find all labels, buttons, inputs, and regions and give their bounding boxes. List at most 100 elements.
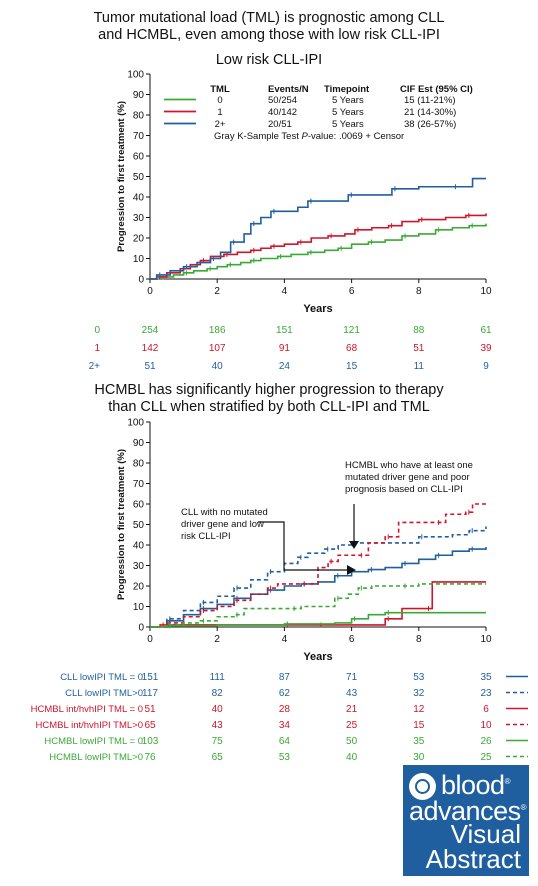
chart2-risk-value: 65 [212,752,224,763]
chart2-y-tick-label: 0 [138,623,144,634]
chart1-legend-tml: 2+ [215,119,226,130]
chart2-risk-label: CLL lowIPI TML>0 [65,688,143,699]
chart1-y-tick-label: 80 [133,111,145,122]
chart2-risk-value: 87 [279,672,291,683]
chart1-x-tick-label: 8 [416,286,422,297]
chart2-risk-value: 82 [212,688,224,699]
chart2-risk-value: 62 [279,688,291,699]
chart2-risk-label: HCMBL lowIPI TML>0 [49,752,143,763]
chart2-series-line-2 [150,526,487,628]
chart1-legend-tml: 1 [217,107,222,118]
chart1-legend-cif: 38 (26-57%) [404,119,456,130]
chart1-legend-events: 50/254 [268,95,297,106]
chart1-y-tick-label: 20 [133,234,145,245]
chart1-legend-timepoint: 5 Years [332,119,364,130]
chart2-y-tick-label: 50 [133,520,145,531]
chart1-series-line-2 [150,213,487,280]
chart2-x-tick-label: 0 [147,634,153,645]
chart2-risk-value: 15 [413,720,425,731]
chart2-x-axis-label: Years [303,651,332,663]
chart1-risk-value: 15 [346,361,358,372]
chart2-risk-label: HCMBL int/hvhIPI TML = 0 [31,704,143,715]
bottom-title-line2: than CLL when stratified by both CLL-IPI… [108,399,430,415]
chart2-y-tick-label: 60 [133,500,145,511]
chart2-series-line-4 [150,501,487,628]
chart1-risk-value: 107 [209,343,226,354]
chart2-risk-value: 43 [212,720,224,731]
chart1-x-tick-label: 6 [349,286,355,297]
top-title-line1: Tumor mutational load (TML) is prognosti… [93,10,445,26]
chart2-y-tick-label: 100 [127,418,144,429]
chart2-risk-value: 103 [142,736,159,747]
blood-advances-logo: blood® advances® Visual Abstract [403,765,529,876]
chart2-risk-label: CLL lowIPI TML = 0 [60,672,143,683]
logo-word-blood: blood® [441,770,511,800]
chart2-risk-value: 71 [346,672,358,683]
chart1-risk-value: 9 [483,361,489,372]
chart2-arrowhead-hcmbl [349,541,359,549]
chart1-risk-value: 39 [480,343,492,354]
chart2-series-line-5 [150,611,486,628]
chart1-risk-value: 151 [276,325,293,336]
chart1-y-tick-label: 90 [133,90,145,101]
chart1-series-line-3 [150,177,486,280]
chart1-y-axis-label: Progression to first treatment (%) [116,101,127,252]
chart2-risk-value: 25 [346,720,358,731]
chart2-x-tick-label: 6 [349,634,355,645]
chart1-risk-value: 254 [142,325,159,336]
chart2-risk-value: 30 [413,752,425,763]
chart1-risk-value: 11 [414,361,425,372]
chart2-annotation-hcmbl: prognosis based on CLL-IPI [345,484,463,495]
chart1-y-tick-label: 50 [133,172,145,183]
chart1-risk-value: 40 [212,361,224,372]
chart1-test-text: Gray K-Sample Test P-value: .0069 + Cens… [214,131,404,142]
logo-word-advances: advances® [409,796,527,826]
chart1-title: Low risk CLL-IPI [215,52,323,68]
chart1-legend-header: Timepoint [324,84,370,95]
chart1-risk-label: 0 [94,325,100,336]
chart2-risk-value: 51 [144,704,156,715]
chart2-annotation-cll: driver gene and low [181,519,264,530]
chart2-series-line-6 [150,583,486,628]
chart1-legend-header: TML [210,84,230,95]
chart1-risk-label: 2+ [89,361,101,372]
logo-word-abstract: Abstract [425,844,521,874]
chart1-legend-tml: 0 [217,95,222,106]
chart1-risk-value: 68 [346,343,358,354]
chart1-x-tick-label: 2 [214,286,220,297]
chart2-x-tick-label: 10 [480,634,492,645]
chart2-risk-value: 25 [480,752,492,763]
chart2-x-tick-label: 8 [416,634,422,645]
chart2-risk-value: 12 [413,704,425,715]
chart2-risk-label: HCMBL int/hvhIPI TML>0 [36,720,143,731]
chart2-risk-value: 43 [346,688,358,699]
chart2-series-line-1 [150,547,487,628]
chart1-risk-value: 51 [144,361,156,372]
chart2-risk-value: 23 [480,688,492,699]
chart2-series-line-3 [150,581,486,628]
chart2-risk-value: 40 [346,752,358,763]
chart2-annotation-hcmbl: mutated driver gene and poor [345,472,470,483]
chart1-legend-header: CIF Est (95% CI) [400,84,473,95]
bottom-title-line1: HCMBL has significantly higher progressi… [94,382,444,398]
chart1-series-line-1 [150,223,487,280]
chart1-risk-value: 142 [142,343,159,354]
chart2-arrowhead-cll [347,565,356,575]
chart2-risk-value: 10 [480,720,492,731]
chart2-risk-value: 64 [279,736,291,747]
chart1-legend-timepoint: 5 Years [332,95,364,106]
chart2-y-tick-label: 90 [133,438,145,449]
chart2-risk-value: 28 [279,704,291,715]
chart1-x-axis-label: Years [303,303,332,315]
chart2-annotation-cll: risk CLL-IPI [181,531,231,542]
chart2-y-tick-label: 30 [133,561,145,572]
chart1-legend-events: 40/142 [268,107,297,118]
chart2-y-tick-label: 20 [133,582,145,593]
chart1-y-tick-label: 10 [133,254,145,265]
chart1-y-tick-label: 70 [133,131,145,142]
chart2-risk-value: 35 [480,672,492,683]
chart1-risk-value: 61 [480,325,492,336]
chart2-risk-value: 75 [212,736,224,747]
chart1-risk-value: 121 [343,325,360,336]
chart2-risk-value: 117 [142,688,158,699]
